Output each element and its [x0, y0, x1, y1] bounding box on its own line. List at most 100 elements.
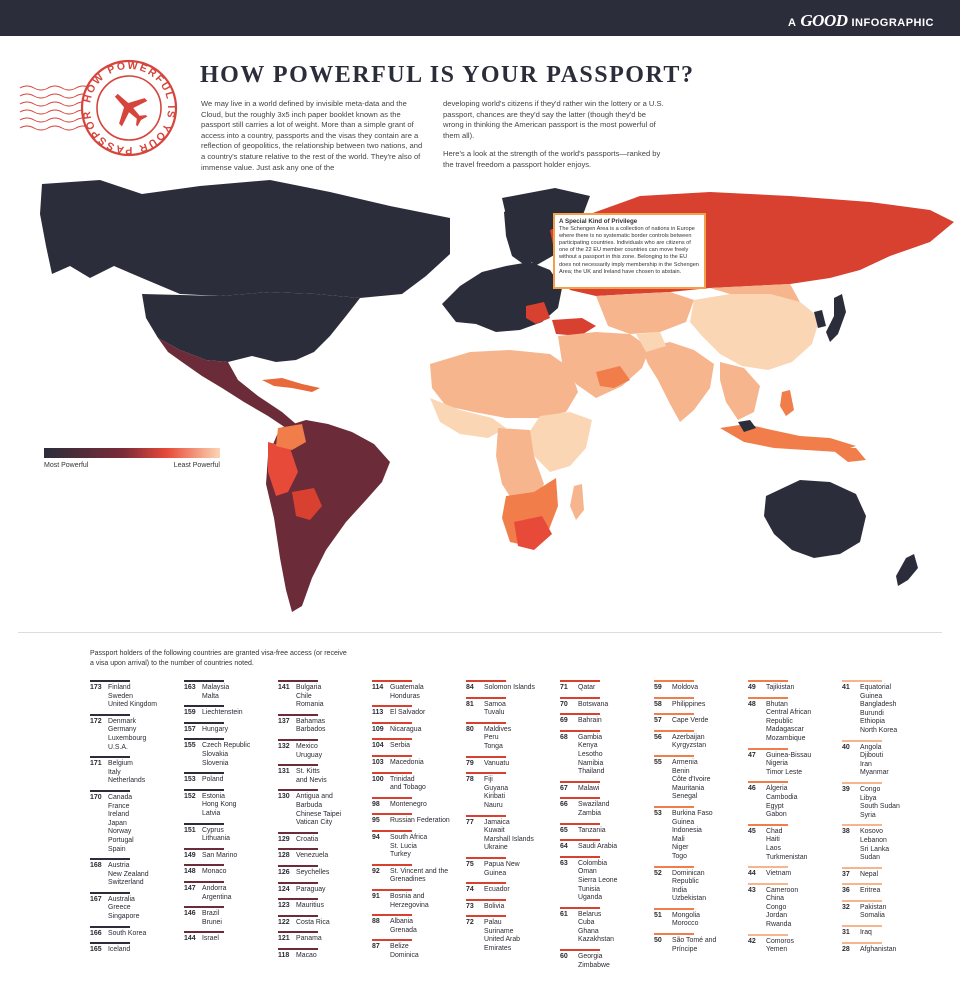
ranking-score: 41: [842, 684, 850, 691]
ranking-entry: 51 Mongolia Morocco: [654, 907, 742, 929]
country-name: Montenegro: [390, 800, 427, 808]
country-name: Turkey: [390, 851, 411, 859]
ranking-entry: 157 Hungary: [184, 721, 272, 735]
ranking-score: 81: [466, 700, 474, 708]
ranking-entry: 36 Eritrea: [842, 883, 930, 896]
ranking-countries: Poland: [202, 776, 223, 785]
ranking-score: 170: [90, 793, 102, 801]
ranking-countries: Nepal: [860, 871, 878, 880]
country-name: France: [108, 802, 130, 810]
ranking-countries: São Tomé and Príncipe: [672, 937, 716, 954]
country-name: Cyprus: [202, 826, 224, 834]
country-name: Bhutan: [766, 700, 788, 708]
ranking-countries: El Salvador: [390, 709, 425, 718]
ranking-entry: 165 Iceland: [90, 942, 178, 955]
ranking-countries: Burkina Faso Guinea Indonesia Mali Niger Togo: [672, 810, 713, 862]
ranking-countries: Qatar: [578, 684, 595, 693]
ranking-score: 165: [90, 946, 102, 954]
map-region-canada: [40, 180, 450, 298]
ranking-countries: Palau Suriname United Arab Emirates: [484, 919, 520, 953]
ranking-entry: 52 Dominican Republic India Uzbekistan: [654, 865, 742, 904]
ranking-entry: 114 Guatemala Honduras: [372, 680, 460, 701]
country-name: Tanzania: [578, 826, 606, 834]
ranking-entry: 53 Burkina Faso Guinea Indonesia Mali Niger To…: [654, 805, 742, 862]
ranking-countries: Botswana: [578, 701, 608, 710]
ranking-entry: 66 Swaziland Zambia: [560, 797, 648, 818]
ranking-score: 71: [560, 684, 568, 691]
country-name: Sri Lanka: [860, 845, 890, 853]
country-name: Namibia: [578, 759, 604, 767]
ranking-score: 80: [466, 725, 474, 733]
ranking-countries: Iceland: [108, 946, 130, 955]
ranking-countries: Azerbaijan Kyrgyzstan: [672, 734, 706, 751]
ranking-score: 42: [748, 937, 756, 945]
ranking-entry: 41 Equatorial Guinea Bangladesh Burundi Ethio…: [842, 680, 930, 736]
ranking-score: 64: [560, 843, 568, 851]
country-name: Mali: [672, 835, 685, 843]
ranking-score: 44: [748, 870, 756, 878]
country-name: Indonesia: [672, 827, 702, 835]
ranking-countries: Algeria Cambodia Egypt Gabon: [766, 785, 797, 819]
country-name: Guyana: [484, 784, 509, 792]
ranking-entry: 73 Bolivia: [466, 898, 554, 912]
country-name: Nicaragua: [390, 725, 422, 733]
country-name: Thailand: [578, 768, 605, 776]
country-name: Greece: [108, 904, 131, 912]
ranking-entry: 59 Moldova: [654, 680, 742, 693]
country-name: Paraguay: [296, 885, 326, 893]
country-name: Bangladesh: [860, 701, 897, 709]
ranking-countries: Bhutan Central African Republic Madagascar M…: [766, 701, 811, 744]
country-name: Marshall Islands: [484, 835, 534, 843]
ranking-entry: 109 Nicaragua: [372, 721, 460, 735]
ranking-entry: 144 Israel: [184, 931, 272, 944]
ranking-countries: Hungary: [202, 726, 228, 735]
country-name: Congo: [860, 785, 881, 793]
ranking-entry: 75 Papua New Guinea: [466, 856, 554, 878]
country-name: Bulgaria: [296, 684, 322, 691]
country-name: Australia: [108, 895, 135, 903]
ranking-entry: 84 Solomon Islands: [466, 680, 554, 693]
callout-title: A Special Kind of Privilege: [559, 218, 638, 225]
country-name: Madagascar: [766, 726, 804, 734]
ranking-countries: Chad Haiti Laos Turkmenistan: [766, 828, 808, 862]
country-name: Somalia: [860, 912, 885, 920]
ranking-countries: Macedonia: [390, 759, 424, 768]
map-region-south-asia: [642, 342, 714, 422]
ranking-score: 152: [184, 792, 196, 800]
country-name: Uruguay: [296, 751, 323, 759]
ranking-score: 171: [90, 760, 102, 768]
ranking-entry: 64 Saudi Arabia: [560, 839, 648, 852]
country-name: Mauritius: [296, 902, 324, 910]
page-title: HOW POWERFUL IS YOUR PASSPORT?: [200, 62, 695, 88]
ranking-countries: Congo Libya South Sudan Syria: [860, 786, 900, 820]
country-name: Jamaica: [484, 818, 510, 826]
country-name: Germany: [108, 726, 137, 734]
country-name: Tajikistan: [766, 684, 795, 691]
country-name: Tonga: [484, 742, 503, 750]
ranking-score: 98: [372, 800, 380, 808]
country-name: Oman: [578, 868, 597, 876]
ranking-countries: Austria New Zealand Switzerland: [108, 862, 149, 888]
ranking-score: 100: [372, 775, 384, 783]
ranking-entry: 126 Seychelles: [278, 864, 366, 878]
ranking-score: 74: [466, 886, 474, 894]
ranking-score: 48: [748, 700, 756, 708]
map-region-philippines: [780, 390, 794, 416]
ranking-score: 75: [466, 860, 474, 868]
country-name: Singapore: [108, 913, 140, 921]
ranking-score: 148: [184, 868, 196, 876]
ranking-score: 78: [466, 776, 474, 784]
country-name: Azerbaijan: [672, 733, 705, 741]
ranking-countries: Saudi Arabia: [578, 843, 617, 852]
ranking-score: 124: [278, 885, 290, 893]
ranking-entry: 46 Algeria Cambodia Egypt Gabon: [748, 781, 836, 819]
ranking-countries: Belgium Italy Netherlands: [108, 760, 145, 786]
country-name: Seychelles: [296, 868, 330, 876]
ranking-score: 132: [278, 742, 290, 750]
ranking-countries: Andorra Argentina: [202, 885, 232, 902]
ranking-score: 84: [466, 684, 474, 691]
country-name: Portugal: [108, 836, 134, 844]
ranking-countries: Liechtenstein: [202, 709, 243, 718]
ranking-countries: Venezuela: [296, 852, 328, 861]
ranking-score: 65: [560, 826, 568, 834]
